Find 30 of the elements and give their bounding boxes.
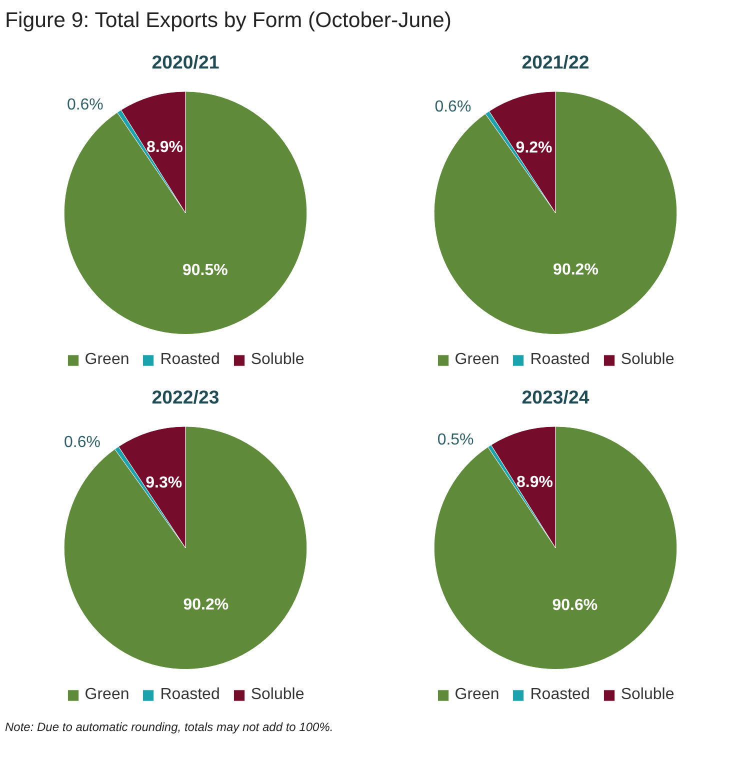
text: Note: Due to automatic rounding, totals may not add to 100%. bbox=[5, 719, 334, 736]
legend-label: Soluble bbox=[250, 686, 304, 704]
data-label: 0.6% bbox=[64, 434, 101, 451]
legend-label: Soluble bbox=[620, 686, 674, 704]
legend-label: Soluble bbox=[250, 351, 304, 369]
data-label: 0.6% bbox=[66, 96, 104, 114]
legend-label: Green bbox=[454, 351, 500, 369]
data-label: 90.2% bbox=[553, 262, 598, 279]
data-label: 9.2% bbox=[516, 139, 552, 156]
data-label: 0.5% bbox=[437, 431, 474, 448]
legend-label: Soluble bbox=[620, 351, 674, 369]
chart-title: 2021/22 bbox=[522, 52, 590, 72]
caption: Figure 9: Total Exports by Form (October-June) bbox=[5, 7, 452, 34]
data-label: 90.2% bbox=[183, 596, 229, 614]
legend-label: Roasted bbox=[530, 686, 590, 704]
data-label: 90.6% bbox=[552, 596, 598, 614]
legend-label: Roasted bbox=[160, 351, 220, 369]
legend-label: Roasted bbox=[530, 351, 590, 369]
legend-label: Green bbox=[84, 351, 130, 369]
data-label: 90.5% bbox=[182, 262, 228, 279]
legend-label: Green bbox=[84, 686, 130, 704]
data-label: 8.9% bbox=[146, 139, 183, 156]
data-label: 8.9% bbox=[516, 474, 553, 492]
chart-title: 2022/23 bbox=[152, 386, 220, 408]
legend-label: Roasted bbox=[160, 686, 220, 704]
data-label: 0.6% bbox=[434, 98, 472, 116]
data-label: 9.3% bbox=[146, 474, 182, 492]
chart-title: 2023/24 bbox=[522, 386, 590, 408]
legend-label: Green bbox=[454, 686, 500, 704]
chart-title: 2020/21 bbox=[152, 52, 220, 72]
